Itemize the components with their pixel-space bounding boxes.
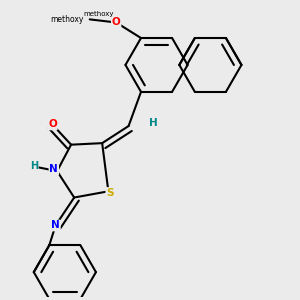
Text: methoxy: methoxy (83, 11, 113, 17)
Text: H: H (149, 118, 158, 128)
Text: O: O (48, 119, 57, 130)
Text: O: O (112, 17, 121, 28)
Text: S: S (106, 188, 114, 198)
Text: N: N (50, 164, 58, 175)
Text: N: N (51, 220, 60, 230)
Text: methoxy: methoxy (50, 15, 83, 24)
Text: H: H (30, 161, 38, 171)
